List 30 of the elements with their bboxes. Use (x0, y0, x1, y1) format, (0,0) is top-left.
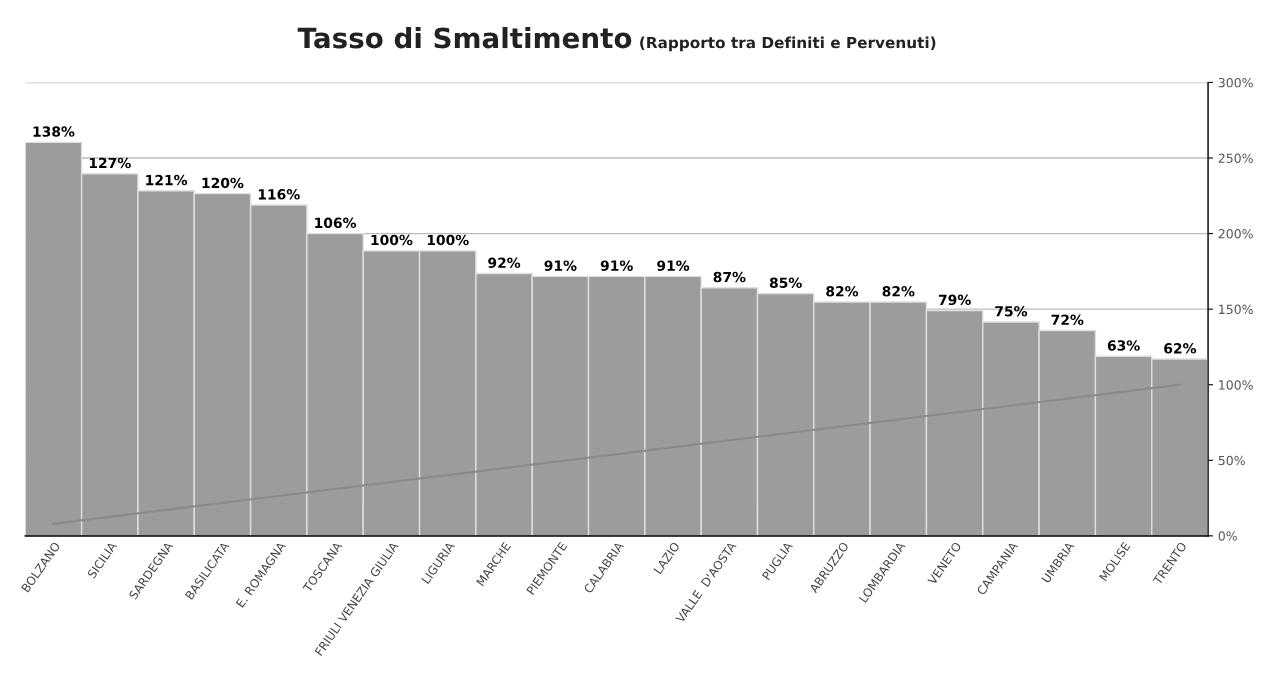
data-label: 82% (826, 286, 859, 297)
data-label: 138% (33, 126, 75, 137)
data-label: 120% (202, 177, 244, 189)
data-label: 82% (882, 286, 915, 297)
chart-title: Tasso di Smaltimento (297, 26, 632, 49)
data-label: 75% (995, 306, 1028, 317)
data-label: 63% (1107, 340, 1140, 351)
data-label: 100% (427, 234, 469, 246)
y2-tick-label: 50% (1218, 455, 1245, 466)
y2-tick-label: 200% (1218, 229, 1253, 239)
data-label: 106% (315, 217, 357, 229)
data-label: 116% (258, 189, 300, 200)
data-label: 87% (713, 271, 746, 283)
data-label: 62% (1164, 343, 1197, 354)
data-label: 92% (488, 257, 521, 269)
data-label: 85% (769, 277, 802, 288)
y2-tick-label: 100% (1219, 380, 1253, 390)
chart-subtitle: (Rapporto tra Definiti e Pervenuti) (640, 36, 936, 52)
y2-tick-label: 0% (1218, 531, 1237, 541)
y2-tick-label: 250% (1218, 153, 1253, 163)
data-label: 127% (89, 157, 131, 169)
y2-tick-label: 300% (1218, 77, 1253, 88)
data-label: 91% (544, 260, 577, 271)
data-label: 79% (938, 294, 971, 306)
data-label: 100% (371, 234, 413, 246)
data-label: 121% (146, 174, 188, 186)
data-label: 91% (600, 260, 633, 271)
data-label: 91% (657, 260, 690, 271)
y2-tick-label: 150% (1219, 304, 1253, 315)
data-label: 72% (1051, 314, 1084, 326)
